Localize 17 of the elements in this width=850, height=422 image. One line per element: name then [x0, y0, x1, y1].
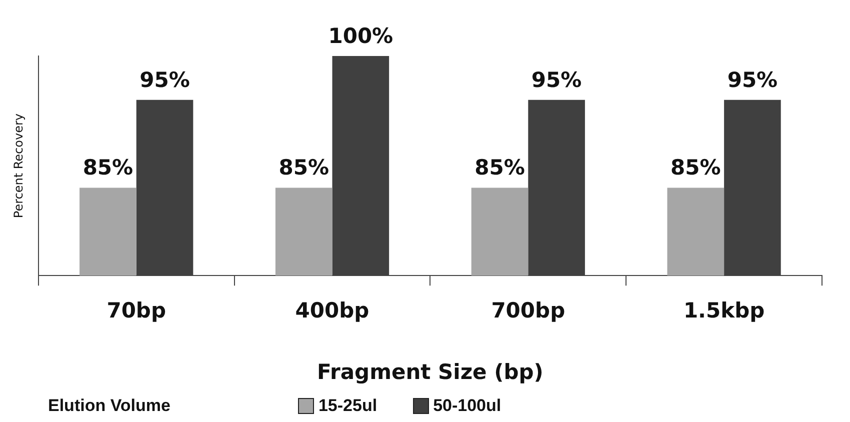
data-label: 85%	[474, 156, 525, 180]
legend-label: 50-100ul	[432, 396, 502, 416]
data-label: 85%	[278, 156, 329, 180]
data-label: 85%	[82, 156, 134, 180]
x-tick-label: 70bp	[106, 298, 166, 323]
legend-title: Elution Volume	[48, 396, 170, 416]
data-label: 95%	[140, 68, 190, 92]
y-axis-title: Percent Recovery	[11, 113, 26, 218]
data-label: 85%	[670, 156, 721, 180]
data-label: 95%	[727, 68, 778, 92]
data-label: 95%	[531, 68, 582, 92]
legend-label: 15-25ul	[317, 396, 378, 416]
x-axis-title: Fragment Size (bp)	[317, 360, 544, 384]
x-tick-label: 400bp	[295, 298, 370, 323]
x-tick-label: 700bp	[491, 298, 566, 323]
data-label: 100%	[328, 24, 394, 48]
x-tick-label: 1.5kbp	[683, 298, 765, 323]
